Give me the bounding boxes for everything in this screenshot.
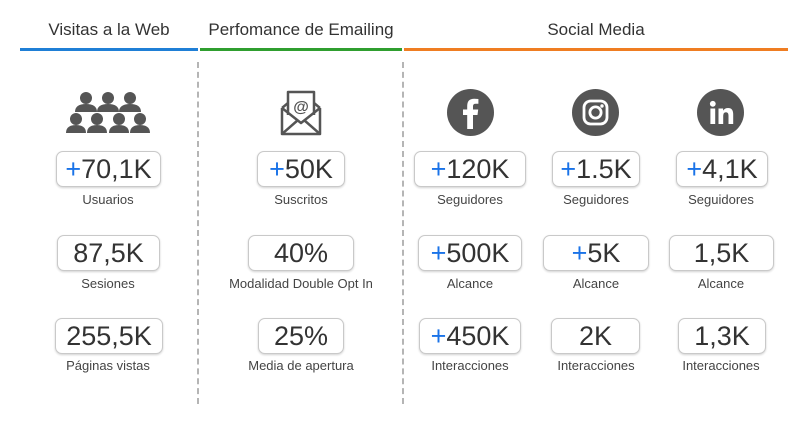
metric-label: Alcance	[446, 276, 494, 291]
underline-social	[404, 48, 788, 51]
metric-value: 87,5K	[73, 237, 144, 268]
metric-web-sesiones: 87,5K	[57, 235, 160, 271]
metric-value: 500K	[446, 237, 510, 268]
linkedin-icon	[697, 89, 744, 136]
metric-label: Seguidores	[437, 192, 503, 207]
divider-2	[402, 62, 404, 404]
metric-linkedin-alcance: 1,5K	[669, 235, 774, 271]
metric-value: 120K	[446, 153, 510, 184]
header-social: Social Media	[547, 20, 645, 39]
facebook-icon	[447, 89, 494, 136]
metric-value: 2K	[578, 320, 613, 351]
metric-instagram-alcance: +5K	[543, 235, 649, 271]
metric-value: 255,5K	[66, 320, 152, 351]
plus-sign: +	[269, 153, 285, 184]
plus-sign: +	[430, 153, 447, 184]
metric-label: Alcance	[697, 276, 745, 291]
metric-value: 1.5K	[576, 153, 632, 184]
metric-label: Modalidad Double Opt In	[229, 276, 373, 291]
metric-value: 50K	[284, 153, 333, 184]
metric-linkedin-interacciones: 1,3K	[678, 318, 766, 354]
metric-value: 25%	[273, 320, 329, 351]
metric-value: 70,1K	[81, 153, 152, 184]
metric-email-double-opt-in: 40%	[248, 235, 354, 271]
envelope-at-icon: @	[280, 90, 322, 136]
metric-label: Alcance	[572, 276, 620, 291]
metric-email-apertura: 25%	[258, 318, 344, 354]
metric-instagram-seguidores: +1.5K	[552, 151, 640, 187]
plus-sign: +	[430, 320, 447, 351]
header-email: Perfomance de Emailing	[208, 20, 394, 39]
plus-sign: +	[430, 237, 447, 268]
plus-sign: +	[65, 153, 82, 184]
metric-linkedin-seguidores: +4,1K	[676, 151, 768, 187]
metric-value: 1,5K	[693, 237, 750, 268]
svg-text:@: @	[293, 99, 309, 116]
instagram-icon	[572, 89, 619, 136]
underline-web	[20, 48, 198, 51]
plus-sign: +	[560, 153, 577, 184]
metric-facebook-interacciones: +450K	[419, 318, 521, 354]
underline-email	[200, 48, 402, 51]
header-web: Visitas a la Web	[48, 20, 170, 39]
metric-instagram-interacciones: 2K	[551, 318, 640, 354]
people-group-icon	[66, 92, 150, 133]
metric-value: 4,1K	[702, 153, 758, 184]
metric-label: Páginas vistas	[66, 358, 150, 373]
metric-value: 1,3K	[694, 320, 750, 351]
metric-email-suscritos: +50K	[257, 151, 345, 187]
metric-label: Interacciones	[682, 358, 760, 373]
metric-value: 5K	[587, 237, 621, 268]
metric-label: Interacciones	[557, 358, 635, 373]
metric-label: Interacciones	[431, 358, 509, 373]
metric-facebook-seguidores: +120K	[414, 151, 526, 187]
divider-1	[197, 62, 199, 404]
plus-sign: +	[686, 153, 703, 184]
metric-facebook-alcance: +500K	[418, 235, 522, 271]
metric-label: Sesiones	[81, 276, 135, 291]
metric-label: Seguidores	[688, 192, 754, 207]
metric-label: Seguidores	[563, 192, 629, 207]
metric-label: Usuarios	[82, 192, 134, 207]
plus-sign: +	[571, 237, 588, 268]
metric-value: 40%	[273, 237, 329, 268]
metric-value: 450K	[446, 320, 510, 351]
metric-label: Media de apertura	[248, 358, 354, 373]
metric-web-paginas: 255,5K	[55, 318, 163, 354]
metric-web-usuarios: +70,1K	[56, 151, 161, 187]
metric-label: Suscritos	[274, 192, 328, 207]
